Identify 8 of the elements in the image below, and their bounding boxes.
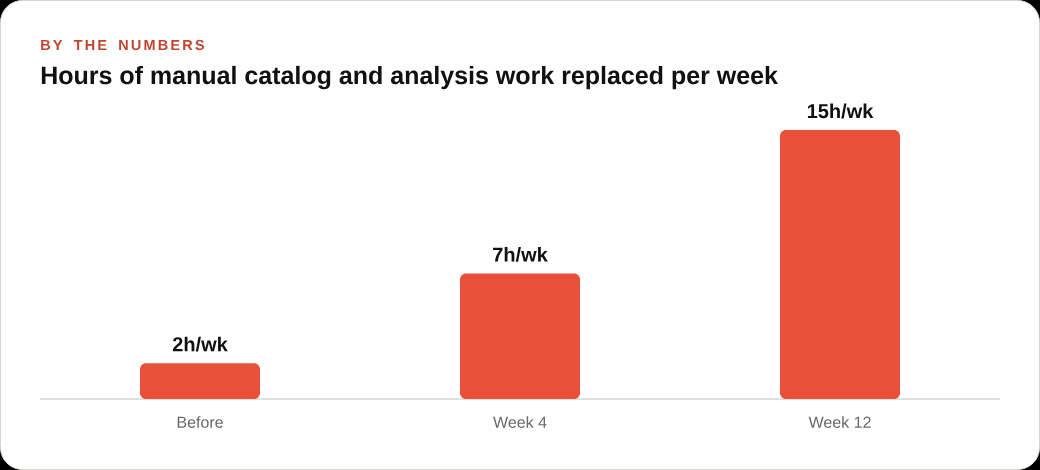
x-tick-label: Week 4 [493, 416, 547, 428]
data-label: 2h/wk [172, 336, 228, 352]
data-label: 7h/wk [493, 246, 548, 262]
chart-subtitle: BY THE NUMBERS [41, 39, 204, 51]
x-tick-label: Before [177, 416, 223, 428]
chart-title: Hours of manual catalog and analysis work replaced per week [41, 65, 778, 90]
data-label: 15h/wk [807, 103, 874, 119]
x-tick-label: Week 12 [808, 416, 871, 428]
